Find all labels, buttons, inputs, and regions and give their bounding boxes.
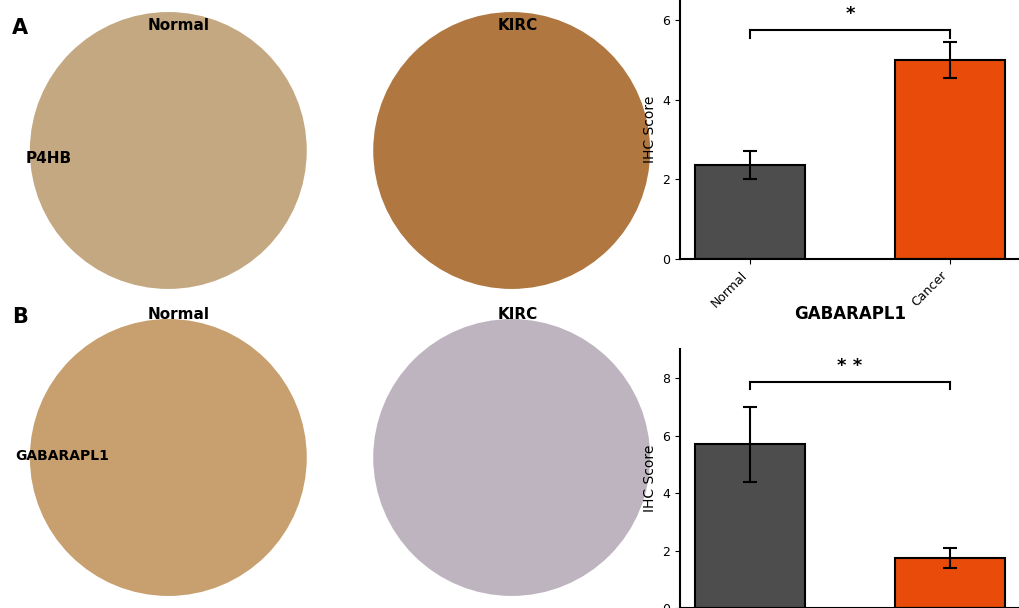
Circle shape bbox=[373, 319, 649, 596]
Text: KIRC: KIRC bbox=[497, 18, 538, 33]
Bar bbox=[695, 165, 804, 259]
Text: *: * bbox=[845, 5, 854, 23]
Text: GABARAPL1: GABARAPL1 bbox=[15, 449, 109, 463]
Text: P4HB: P4HB bbox=[25, 151, 71, 165]
Text: Normal: Normal bbox=[148, 18, 209, 33]
Circle shape bbox=[30, 319, 307, 596]
Text: KIRC: KIRC bbox=[497, 307, 538, 322]
Circle shape bbox=[30, 12, 307, 289]
Bar bbox=[894, 60, 1004, 259]
Y-axis label: IHC Score: IHC Score bbox=[642, 95, 656, 163]
Circle shape bbox=[373, 12, 649, 289]
Y-axis label: IHC Score: IHC Score bbox=[642, 445, 656, 513]
Bar bbox=[894, 558, 1004, 608]
Bar bbox=[695, 444, 804, 608]
Text: A: A bbox=[12, 18, 29, 38]
Text: Normal: Normal bbox=[148, 307, 209, 322]
Title: GABARAPL1: GABARAPL1 bbox=[793, 305, 905, 323]
Text: * *: * * bbox=[837, 357, 862, 375]
Text: B: B bbox=[12, 307, 29, 327]
